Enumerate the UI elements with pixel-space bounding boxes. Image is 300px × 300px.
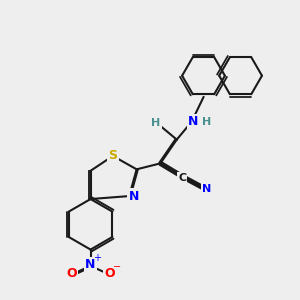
- Text: N: N: [128, 190, 139, 202]
- Text: −: −: [113, 262, 122, 272]
- Text: +: +: [93, 253, 101, 262]
- Text: N: N: [85, 258, 96, 271]
- Text: S: S: [108, 149, 117, 162]
- Text: O: O: [66, 267, 76, 280]
- Text: H: H: [151, 118, 160, 128]
- Text: N: N: [188, 115, 198, 128]
- Text: C: C: [178, 173, 186, 183]
- Text: N: N: [202, 184, 211, 194]
- Text: H: H: [202, 117, 211, 127]
- Text: O: O: [105, 267, 115, 280]
